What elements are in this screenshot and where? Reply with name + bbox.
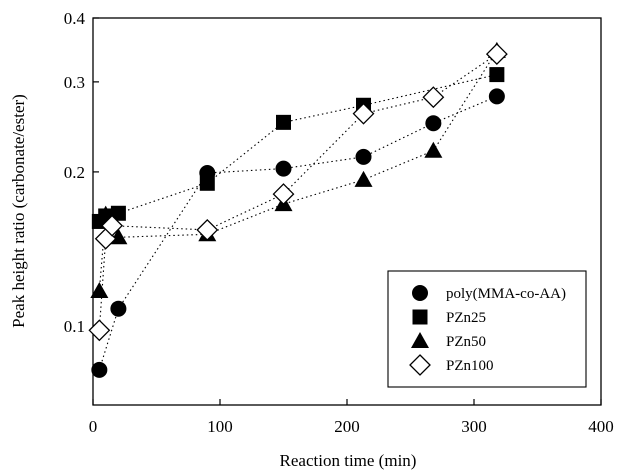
- legend-label: PZn100: [446, 358, 494, 374]
- legend-marker: [411, 332, 429, 348]
- data-point: [355, 148, 372, 165]
- data-point: [272, 183, 295, 205]
- y-axis-label: Peak height ratio (carbonate/ester): [9, 94, 28, 328]
- data-markers: [88, 41, 508, 378]
- data-point: [275, 160, 292, 177]
- series-connector-line: [98, 53, 498, 331]
- data-point: [276, 114, 291, 130]
- legend-label: poly(MMA-co-AA): [446, 286, 566, 302]
- legend-label: PZn25: [446, 310, 486, 326]
- data-point: [485, 43, 508, 66]
- data-point: [110, 300, 127, 317]
- x-axis-label: Reaction time (min): [280, 451, 417, 470]
- x-tick-label: 0: [89, 417, 98, 436]
- data-point: [101, 214, 123, 237]
- y-tick-label: 0.3: [64, 73, 85, 92]
- data-point: [352, 102, 375, 125]
- data-point: [110, 205, 126, 221]
- legend: poly(MMA-co-AA) PZn25 PZn50 PZn100: [387, 270, 587, 388]
- data-point: [199, 175, 215, 191]
- data-point: [489, 67, 505, 83]
- series-connector-line: [98, 50, 498, 291]
- legend-marker: [412, 309, 428, 325]
- legend-marker: [409, 354, 431, 376]
- y-tick-label: 0.4: [64, 9, 86, 28]
- x-tick-label: 300: [461, 417, 487, 436]
- data-point: [90, 281, 109, 298]
- data-point: [88, 319, 111, 342]
- axis-ticks: 0 100 200 300 400 0.1 0.2 0.3 0.4: [64, 9, 614, 436]
- data-point: [354, 170, 373, 187]
- legend-label: PZn50: [446, 334, 486, 350]
- data-point: [196, 219, 219, 241]
- data-point: [425, 115, 442, 132]
- data-point: [488, 88, 505, 105]
- data-point: [91, 361, 108, 378]
- x-tick-label: 400: [588, 417, 614, 436]
- data-point: [422, 86, 445, 109]
- x-tick-label: 100: [207, 417, 233, 436]
- data-point: [424, 141, 443, 158]
- x-tick-label: 200: [334, 417, 360, 436]
- y-tick-label: 0.2: [64, 163, 85, 182]
- legend-marker: [412, 285, 428, 301]
- y-tick-label: 0.1: [64, 317, 85, 336]
